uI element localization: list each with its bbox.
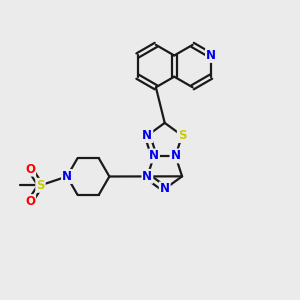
Text: O: O — [25, 163, 35, 176]
Text: N: N — [149, 149, 159, 162]
Text: S: S — [178, 129, 186, 142]
Text: N: N — [142, 129, 152, 142]
Text: S: S — [36, 179, 45, 192]
Text: N: N — [160, 182, 170, 196]
Text: N: N — [62, 170, 72, 183]
Text: N: N — [142, 170, 152, 183]
Text: N: N — [170, 149, 181, 162]
Text: N: N — [206, 49, 216, 62]
Text: O: O — [25, 195, 35, 208]
